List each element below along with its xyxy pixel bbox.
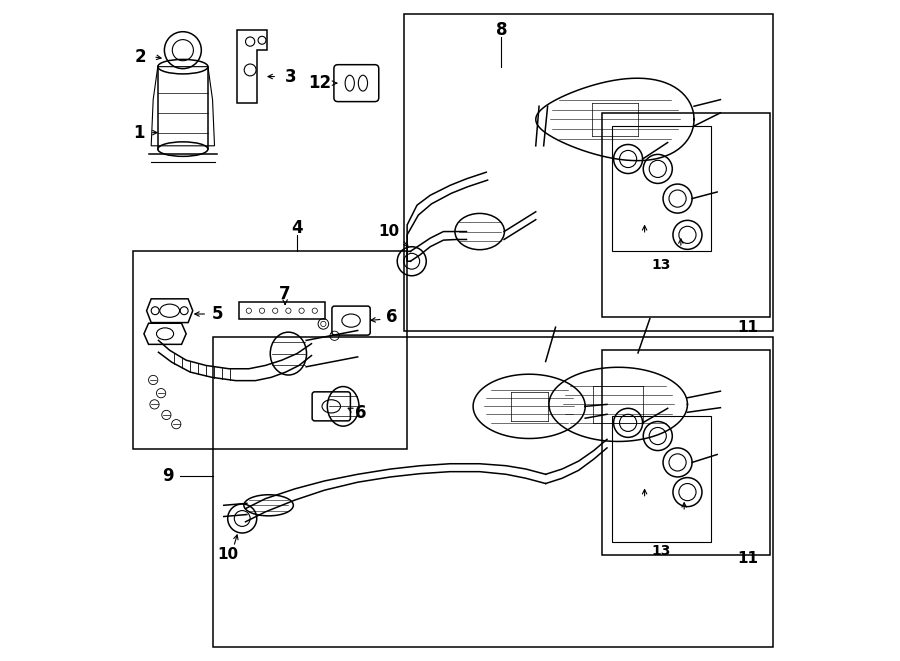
- Bar: [602, 113, 770, 317]
- Bar: [238, 302, 325, 319]
- Text: 13: 13: [652, 258, 670, 272]
- Text: 6: 6: [356, 404, 366, 422]
- Bar: [602, 350, 770, 555]
- Text: 3: 3: [284, 67, 296, 85]
- Text: 12: 12: [309, 74, 331, 92]
- Text: 11: 11: [738, 551, 759, 566]
- Text: 9: 9: [162, 467, 174, 485]
- Text: 4: 4: [292, 219, 302, 237]
- Bar: [404, 14, 773, 330]
- Text: 10: 10: [217, 547, 239, 563]
- Text: 1: 1: [133, 124, 144, 141]
- Bar: [133, 251, 407, 449]
- Text: 7: 7: [279, 285, 291, 303]
- Text: 8: 8: [496, 21, 508, 40]
- Text: 5: 5: [212, 305, 223, 323]
- Text: 13: 13: [652, 545, 670, 559]
- Text: 6: 6: [386, 308, 398, 327]
- Bar: [612, 416, 710, 541]
- Bar: [612, 126, 710, 251]
- Text: 11: 11: [738, 320, 759, 334]
- Bar: [212, 337, 773, 647]
- Text: 10: 10: [379, 224, 400, 239]
- Text: 2: 2: [134, 48, 146, 65]
